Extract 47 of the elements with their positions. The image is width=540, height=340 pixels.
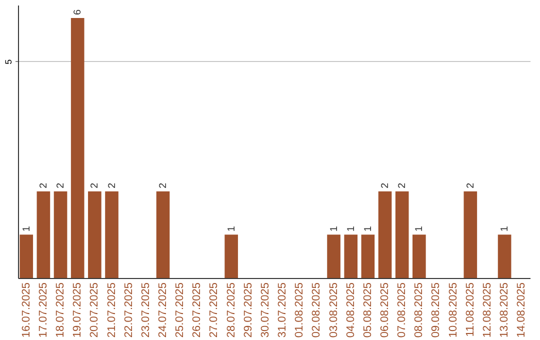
data-label: 1 — [414, 226, 426, 232]
x-tick-label: 13.08.2025 — [498, 282, 511, 338]
x-tick-label: 11.08.2025 — [464, 282, 476, 337]
x-tick-label: 17.07.2025 — [37, 282, 50, 338]
x-tick-label: 31.07.2025 — [276, 282, 289, 338]
data-label: 2 — [90, 182, 101, 188]
x-tick-label: 14.08.2025 — [516, 282, 528, 338]
x-tick-label: 06.08.2025 — [379, 282, 392, 338]
data-label: 2 — [38, 182, 50, 188]
data-label: 2 — [106, 182, 118, 188]
x-tick-label: 10.08.2025 — [447, 282, 460, 338]
data-label: 2 — [380, 182, 392, 188]
x-tick-label: 07.08.2025 — [396, 282, 408, 338]
data-label: 1 — [21, 226, 32, 232]
data-label: 1 — [346, 226, 357, 232]
x-tick-label: 03.08.2025 — [328, 282, 340, 338]
x-tick-label: 05.08.2025 — [362, 282, 374, 338]
x-tick-label: 30.07.2025 — [259, 282, 272, 338]
x-tick-label: 08.08.2025 — [413, 282, 426, 338]
data-label: 1 — [500, 226, 511, 232]
data-label: 2 — [397, 182, 408, 188]
x-tick-label: 04.08.2025 — [344, 282, 357, 338]
x-tick-label: 25.07.2025 — [174, 282, 186, 338]
x-tick-label: 29.07.2025 — [242, 282, 254, 338]
data-label: 2 — [465, 182, 476, 188]
data-label: 2 — [158, 182, 169, 188]
x-tick-label: 21.07.2025 — [106, 282, 118, 338]
x-tick-label: 27.07.2025 — [208, 282, 220, 338]
x-tick-label: 20.07.2025 — [88, 282, 101, 338]
x-tick-label: 24.07.2025 — [156, 282, 169, 338]
x-tick-label: 19.07.2025 — [72, 282, 84, 338]
x-tick-label: 28.07.2025 — [225, 282, 238, 338]
x-tick-label: 09.08.2025 — [430, 282, 442, 338]
x-tick-label: 23.07.2025 — [140, 282, 152, 338]
x-tick-label: 22.07.2025 — [122, 282, 135, 338]
y-tick-label: 5 — [4, 59, 14, 64]
x-tick-label: 12.08.2025 — [481, 282, 494, 338]
data-label: 1 — [328, 226, 340, 232]
data-label: 1 — [362, 226, 374, 232]
data-label: 6 — [72, 9, 84, 15]
data-label: 1 — [226, 226, 238, 232]
data-label: 2 — [56, 182, 67, 188]
x-tick-label: 16.07.2025 — [20, 282, 32, 338]
x-tick-label: 01.08.2025 — [294, 282, 306, 338]
x-tick-label: 18.07.2025 — [54, 282, 67, 338]
x-tick-label: 02.08.2025 — [310, 282, 323, 338]
x-tick-label: 26.07.2025 — [191, 282, 204, 338]
